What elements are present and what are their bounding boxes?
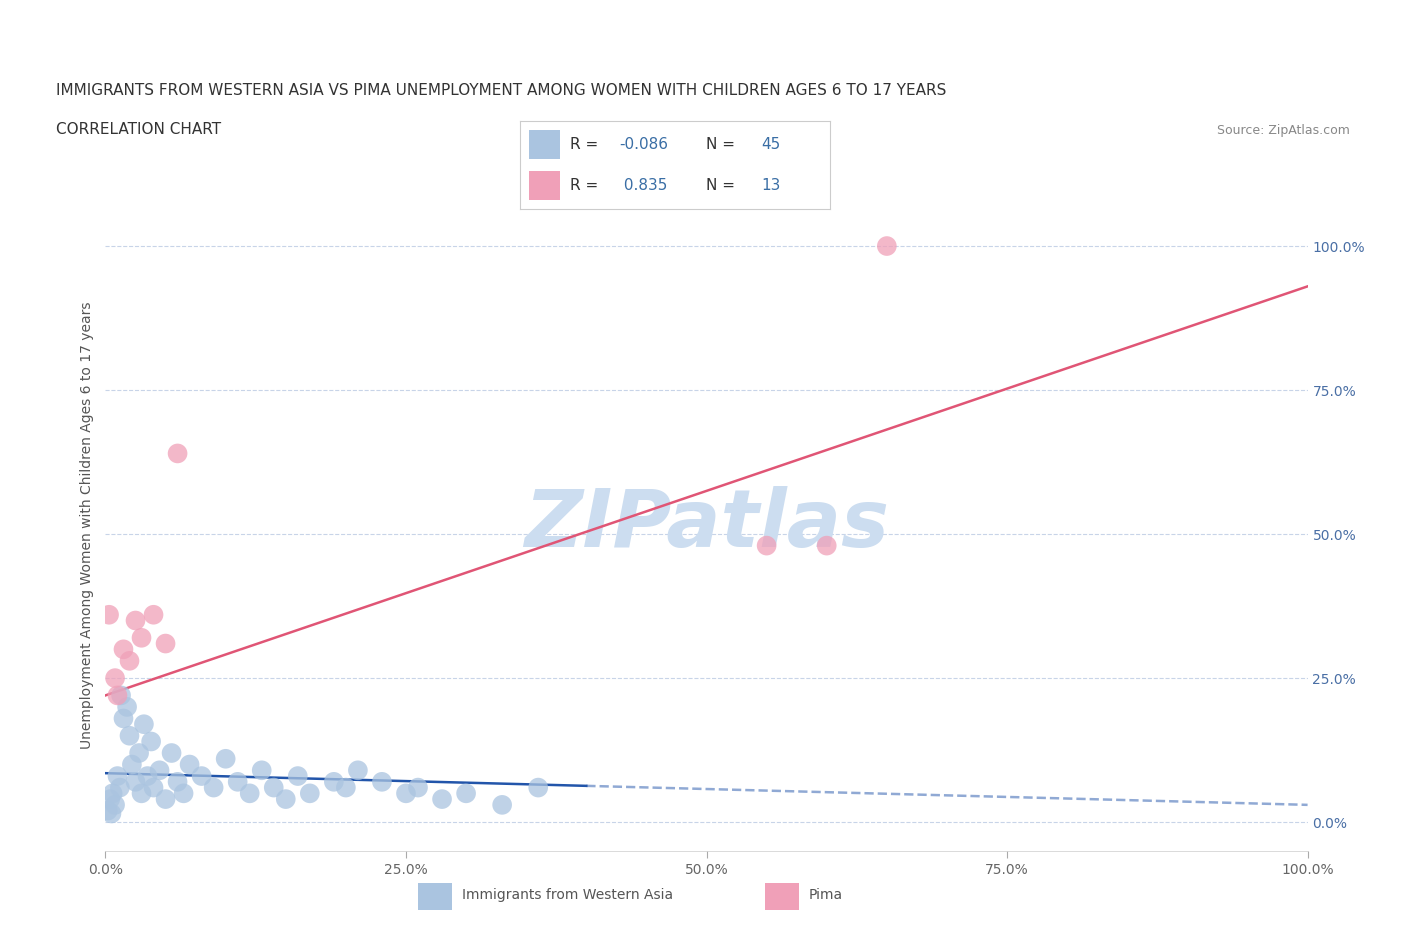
Text: R =: R = bbox=[569, 137, 603, 152]
Text: IMMIGRANTS FROM WESTERN ASIA VS PIMA UNEMPLOYMENT AMONG WOMEN WITH CHILDREN AGES: IMMIGRANTS FROM WESTERN ASIA VS PIMA UNE… bbox=[56, 83, 946, 98]
Point bbox=[166, 446, 188, 461]
Point bbox=[755, 538, 778, 553]
Text: N =: N = bbox=[706, 179, 740, 193]
Point bbox=[160, 746, 183, 761]
Point bbox=[131, 786, 153, 801]
Point bbox=[139, 734, 162, 749]
Point bbox=[110, 688, 132, 703]
Text: CORRELATION CHART: CORRELATION CHART bbox=[56, 122, 221, 137]
FancyBboxPatch shape bbox=[419, 883, 453, 910]
Point bbox=[112, 711, 135, 726]
Point bbox=[107, 688, 129, 703]
Point bbox=[876, 239, 898, 254]
Point bbox=[155, 636, 177, 651]
Point bbox=[335, 780, 357, 795]
Point bbox=[454, 786, 477, 801]
FancyBboxPatch shape bbox=[765, 883, 799, 910]
Text: N =: N = bbox=[706, 137, 740, 152]
Point bbox=[371, 775, 394, 790]
Point bbox=[131, 631, 153, 645]
Point bbox=[274, 791, 297, 806]
Text: 0.835: 0.835 bbox=[619, 179, 668, 193]
Point bbox=[112, 642, 135, 657]
Point bbox=[166, 775, 188, 790]
Point bbox=[124, 775, 146, 790]
Point bbox=[108, 780, 131, 795]
Point bbox=[101, 786, 124, 801]
Point bbox=[395, 786, 418, 801]
Point bbox=[430, 791, 453, 806]
Point bbox=[148, 763, 170, 777]
Point bbox=[250, 763, 273, 777]
Point bbox=[128, 746, 150, 761]
Point bbox=[100, 806, 122, 821]
Point bbox=[115, 699, 138, 714]
Point bbox=[155, 791, 177, 806]
Point bbox=[98, 791, 121, 806]
Point bbox=[142, 780, 165, 795]
Point bbox=[347, 763, 370, 777]
Point bbox=[121, 757, 143, 772]
Text: R =: R = bbox=[569, 179, 603, 193]
Point bbox=[118, 654, 141, 669]
Point bbox=[190, 768, 212, 783]
Text: Source: ZipAtlas.com: Source: ZipAtlas.com bbox=[1216, 124, 1350, 137]
Point bbox=[298, 786, 321, 801]
Text: Pima: Pima bbox=[808, 888, 842, 902]
Point bbox=[104, 797, 127, 812]
Point bbox=[118, 728, 141, 743]
Text: ZIPatlas: ZIPatlas bbox=[524, 486, 889, 565]
Point bbox=[406, 780, 429, 795]
Point bbox=[104, 671, 127, 685]
Point bbox=[263, 780, 285, 795]
Point bbox=[98, 607, 121, 622]
FancyBboxPatch shape bbox=[530, 130, 561, 159]
Point bbox=[527, 780, 550, 795]
Point bbox=[124, 613, 146, 628]
FancyBboxPatch shape bbox=[530, 171, 561, 201]
Point bbox=[226, 775, 249, 790]
Point bbox=[491, 797, 513, 812]
Text: -0.086: -0.086 bbox=[619, 137, 668, 152]
Text: 13: 13 bbox=[762, 179, 780, 193]
Point bbox=[107, 768, 129, 783]
Y-axis label: Unemployment Among Women with Children Ages 6 to 17 years: Unemployment Among Women with Children A… bbox=[80, 301, 94, 750]
Point bbox=[239, 786, 262, 801]
Point bbox=[322, 775, 344, 790]
Point bbox=[97, 804, 120, 818]
Text: 45: 45 bbox=[762, 137, 780, 152]
Point bbox=[142, 607, 165, 622]
Text: Immigrants from Western Asia: Immigrants from Western Asia bbox=[461, 888, 673, 902]
Point bbox=[202, 780, 225, 795]
Point bbox=[214, 751, 236, 766]
Point bbox=[173, 786, 195, 801]
Point bbox=[132, 717, 155, 732]
Point bbox=[136, 768, 159, 783]
Point bbox=[179, 757, 201, 772]
Point bbox=[815, 538, 838, 553]
Point bbox=[287, 768, 309, 783]
